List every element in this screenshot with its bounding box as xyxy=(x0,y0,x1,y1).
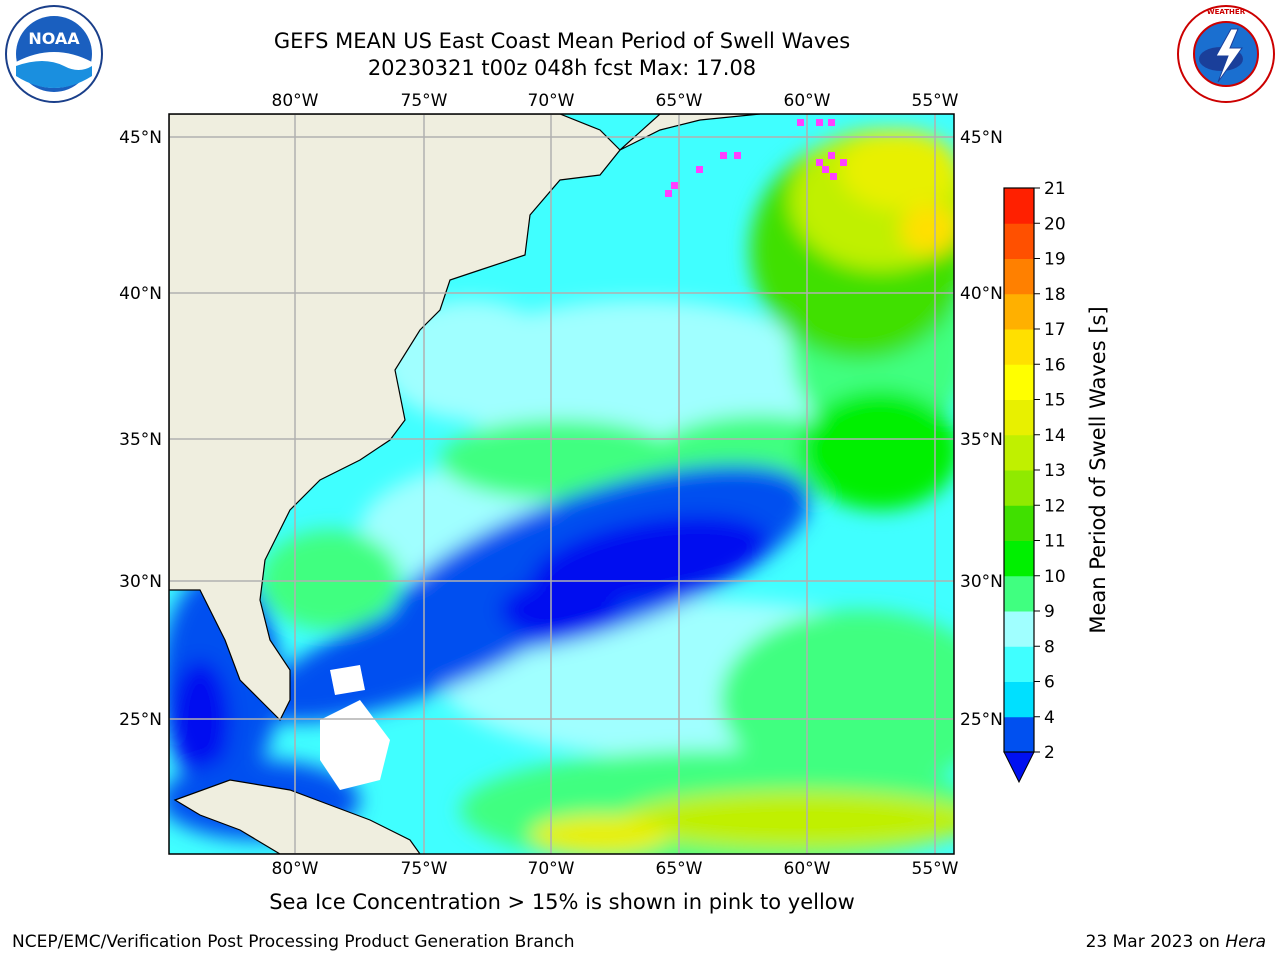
lon-label-bottom: 60°W xyxy=(784,859,831,879)
lat-label-left: 25°N xyxy=(119,710,162,730)
footer-date: 23 Mar 2023 on Hera xyxy=(1086,932,1266,952)
lat-label-left: 35°N xyxy=(119,430,162,450)
colorbar-segment xyxy=(1004,188,1034,224)
lat-label-left: 30°N xyxy=(119,572,162,592)
footer-date-text: 23 Mar 2023 on xyxy=(1085,932,1220,952)
lat-label-right: 30°N xyxy=(960,572,1003,592)
lat-label-left: 40°N xyxy=(119,284,162,304)
colorbar-tick-label: 12 xyxy=(1044,496,1066,516)
footer-credit: NCEP/EMC/Verification Post Processing Pr… xyxy=(12,932,575,952)
map-title: GEFS MEAN US East Coast Mean Period of S… xyxy=(273,29,851,53)
noaa-logo: NOAA xyxy=(5,5,103,103)
colorbar-segment xyxy=(1004,223,1034,259)
lon-label-bottom: 70°W xyxy=(528,859,575,879)
lon-label-top: 55°W xyxy=(912,91,959,111)
colorbar-segment xyxy=(1004,258,1034,295)
lon-label-bottom: 75°W xyxy=(401,859,448,879)
lon-label-top: 70°W xyxy=(528,91,575,111)
colorbar-tick-label: 10 xyxy=(1044,567,1066,587)
colorbar-tick-label: 8 xyxy=(1044,637,1055,657)
colorbar-tick-label: 17 xyxy=(1044,320,1066,340)
lat-label-left: 45°N xyxy=(119,128,162,148)
map-subtitle: 20230321 t00z 048h fcst Max: 17.08 xyxy=(367,56,757,80)
lat-label-right: 40°N xyxy=(960,284,1003,304)
lon-label-top: 65°W xyxy=(656,91,703,111)
lon-label-bottom: 55°W xyxy=(912,859,959,879)
colorbar-ticks: 2 4 6 8 9 10 11 12 13 14 15 16 17 18 19 20 21 xyxy=(1034,180,1066,763)
colorbar-tick-label: 15 xyxy=(1044,391,1066,411)
sea-ice-markers xyxy=(665,119,847,197)
land-cuba xyxy=(173,779,421,854)
colorbar-tick-label: 4 xyxy=(1044,708,1055,728)
colorbar-segment xyxy=(1004,470,1034,506)
colorbar-segment xyxy=(1004,540,1034,577)
colorbar-tick-label: 20 xyxy=(1044,214,1066,234)
map-fill-layer xyxy=(169,114,954,854)
bahamas-shallow xyxy=(320,700,390,790)
nws-logo: WEATHER xyxy=(1177,5,1275,103)
bahamas-shallow-2 xyxy=(330,665,365,695)
colorbar-segment xyxy=(1004,399,1034,436)
lat-label-right: 45°N xyxy=(960,128,1003,148)
map-frame xyxy=(168,113,955,855)
colorbar-tick-label: 16 xyxy=(1044,355,1066,375)
lon-label-top: 80°W xyxy=(272,91,319,111)
colorbar-segment xyxy=(1004,611,1034,647)
colorbar-segment xyxy=(1004,364,1034,400)
colorbar: 2 4 6 8 9 10 11 12 13 14 15 16 17 18 19 20 21 xyxy=(1003,180,1066,784)
lat-label-right: 35°N xyxy=(960,430,1003,450)
colorbar-tick-label: 14 xyxy=(1044,426,1066,446)
colorbar-segment xyxy=(1004,293,1034,330)
lon-label-bottom: 80°W xyxy=(272,859,319,879)
colorbar-title: Mean Period of Swell Waves [s] xyxy=(1086,306,1110,634)
colorbar-tick-label: 19 xyxy=(1044,250,1066,270)
colorbar-segment xyxy=(1004,716,1034,753)
colorbar-tick-label: 18 xyxy=(1044,285,1066,305)
colorbar-tick-label: 21 xyxy=(1044,180,1066,199)
colorbar-segment xyxy=(1004,575,1034,612)
noaa-logo-text: NOAA xyxy=(28,29,80,48)
lon-label-top: 60°W xyxy=(784,91,831,111)
colorbar-segment xyxy=(1004,505,1034,541)
colorbar-segment xyxy=(1004,646,1034,682)
colorbar-segment xyxy=(1004,681,1034,718)
colorbar-segment xyxy=(1004,434,1034,471)
colorbar-tick-label: 11 xyxy=(1044,532,1066,552)
colorbar-tick-label: 6 xyxy=(1044,673,1055,693)
graticule xyxy=(169,114,954,854)
colorbar-segment xyxy=(1004,329,1034,365)
colorbar-tick-label: 13 xyxy=(1044,461,1066,481)
lat-label-right: 25°N xyxy=(960,710,1003,730)
colorbar-tick-label: 9 xyxy=(1044,602,1055,622)
sea-ice-note: Sea Ice Concentration > 15% is shown in … xyxy=(269,890,855,914)
svg-text:WEATHER: WEATHER xyxy=(1207,8,1246,16)
land-north-america xyxy=(169,114,621,722)
footer-machine: Hera xyxy=(1225,932,1266,952)
colorbar-segments xyxy=(1004,188,1034,753)
lon-label-bottom: 65°W xyxy=(656,859,703,879)
lon-label-top: 75°W xyxy=(401,91,448,111)
land-maritimes xyxy=(619,114,761,151)
colorbar-tick-label: 2 xyxy=(1044,743,1055,763)
colorbar-under-triangle xyxy=(1003,751,1035,784)
